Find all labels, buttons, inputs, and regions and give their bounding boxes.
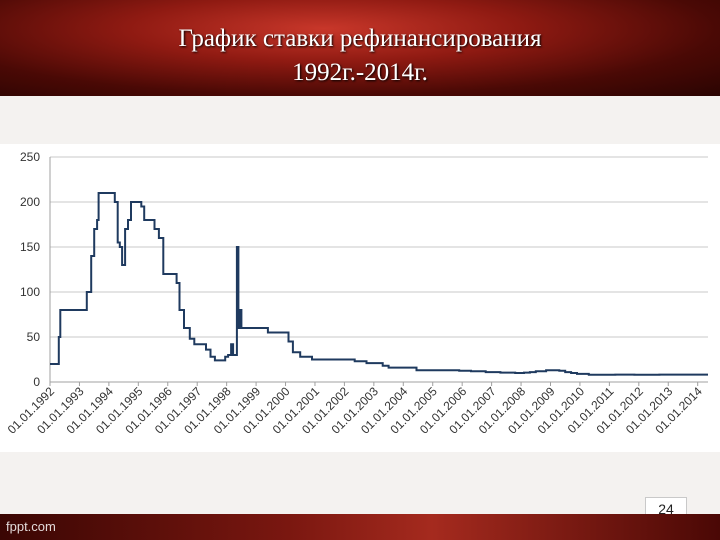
y-tick-label: 100	[20, 285, 40, 299]
series-line	[50, 192, 708, 376]
slide-footer: fppt.com	[0, 514, 720, 540]
y-tick-label: 0	[33, 375, 40, 389]
slide-title: График ставки рефинансирования 1992г.-20…	[0, 22, 720, 90]
grid-lines	[49, 156, 708, 383]
title-line-2: 1992г.-2014г.	[292, 59, 428, 86]
x-tick-labels: 01.01.199201.01.199301.01.199401.01.1995…	[5, 382, 705, 437]
footer-text: fppt.com	[6, 519, 56, 534]
y-tick-label: 250	[20, 150, 40, 164]
y-tick-labels: 0 50 100 150 200 250	[20, 150, 40, 389]
y-tick-label: 200	[20, 195, 40, 209]
title-line-1: График ставки рефинансирования	[178, 25, 542, 52]
y-tick-label: 50	[27, 330, 41, 344]
chart-panel	[0, 144, 720, 452]
slide-header	[0, 0, 720, 96]
y-tick-label: 150	[20, 240, 40, 254]
